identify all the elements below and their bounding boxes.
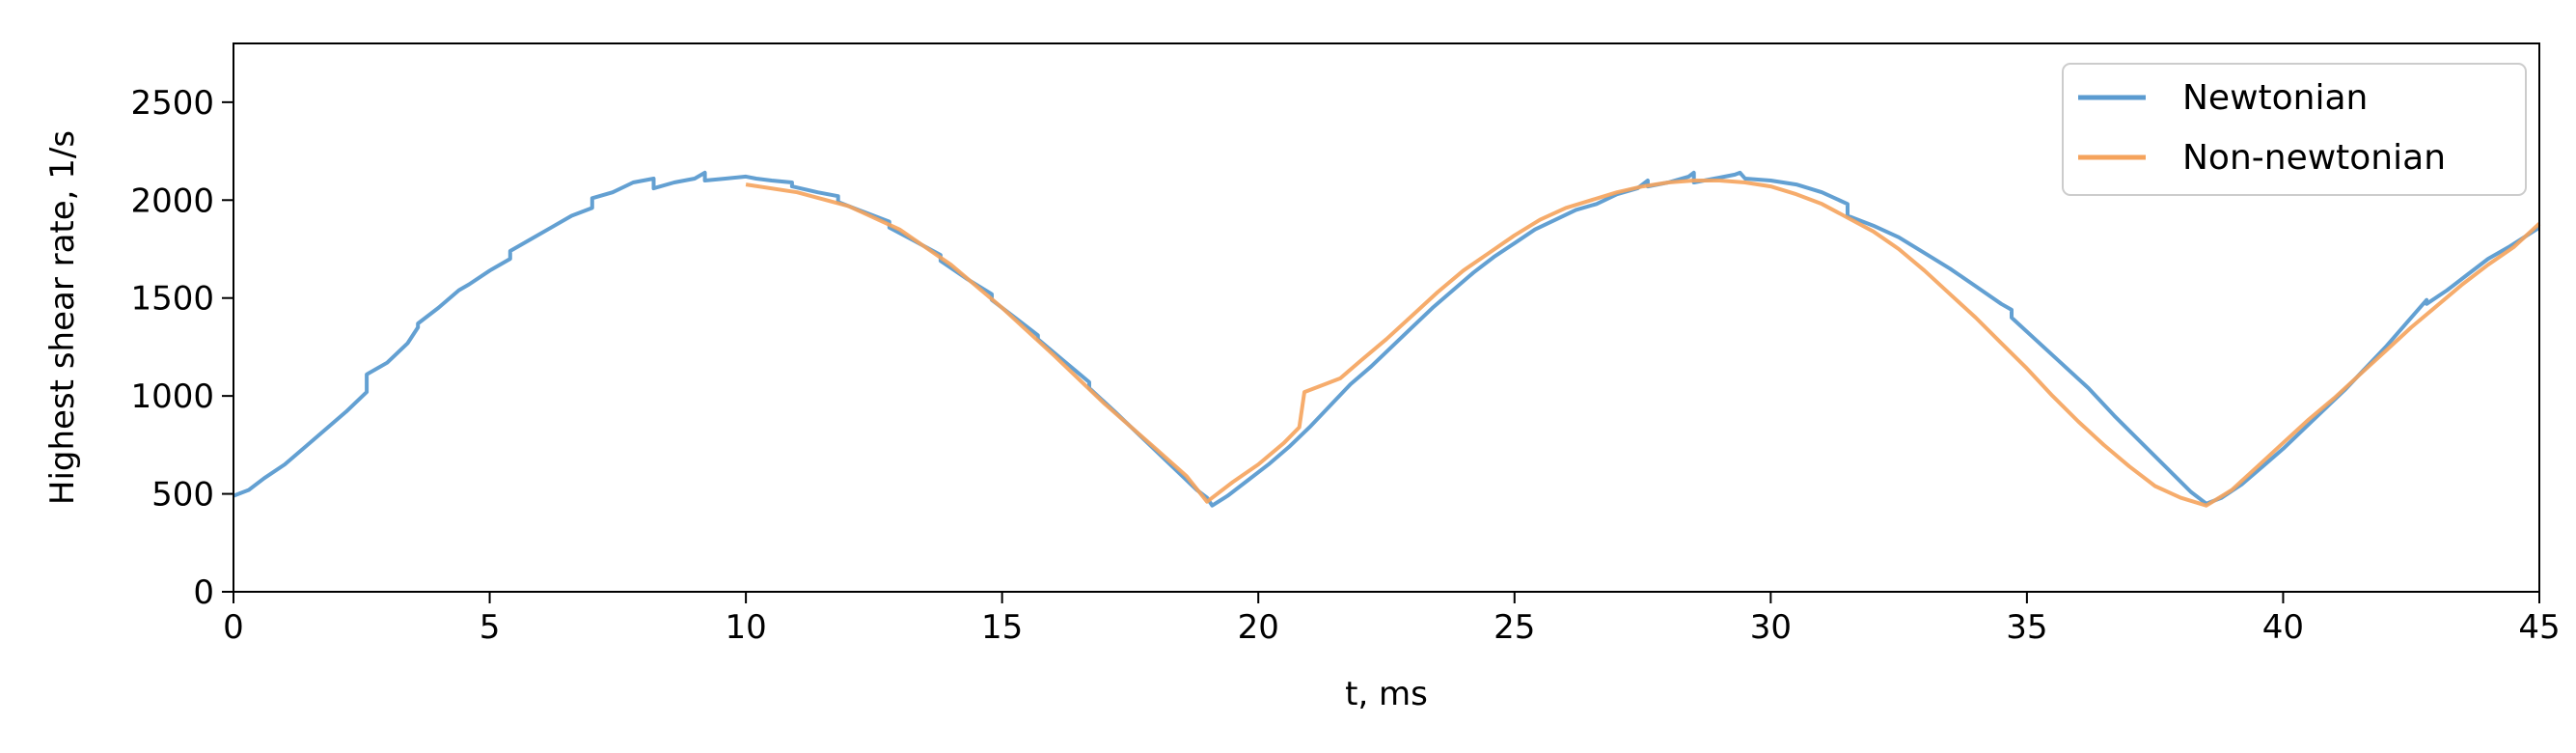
y-tick-label: 500 [151,476,214,515]
y-tick-label: 2500 [130,84,214,123]
y-tick-label: 1500 [130,280,214,319]
y-tick-label: 2000 [130,181,214,220]
series-line-non-newtonian [745,179,2541,508]
x-tick-label: 35 [2006,608,2047,647]
series-line-newtonian [233,170,2541,508]
y-tick-label: 1000 [130,377,214,416]
legend-label-non-newtonian: Non-newtonian [2182,138,2446,178]
x-tick-label: 40 [2262,608,2304,647]
legend-label-newtonian: Newtonian [2182,78,2368,118]
x-tick-label: 0 [223,608,244,647]
x-tick-label: 20 [1238,608,1279,647]
legend-box [2062,63,2527,196]
x-tick-label: 15 [981,608,1023,647]
x-tick-label: 10 [725,608,766,647]
x-axis-title: t, ms [1345,675,1428,713]
y-tick-label: 0 [193,573,214,612]
series-layer [233,170,2541,508]
ticks-layer: 0 5 10 15 20 25 30 35 40 45 0 500 1000 1500 2000 2500 [130,84,2560,647]
x-tick-label: 45 [2518,608,2560,647]
y-axis-title: Highest shear rate, 1/s [43,130,82,505]
x-tick-label: 25 [1494,608,1535,647]
plot-frame [233,42,2540,593]
x-tick-label: 5 [480,608,501,647]
legend: Newtonian Non-newtonian [2062,63,2527,196]
x-tick-label: 30 [1750,608,1792,647]
